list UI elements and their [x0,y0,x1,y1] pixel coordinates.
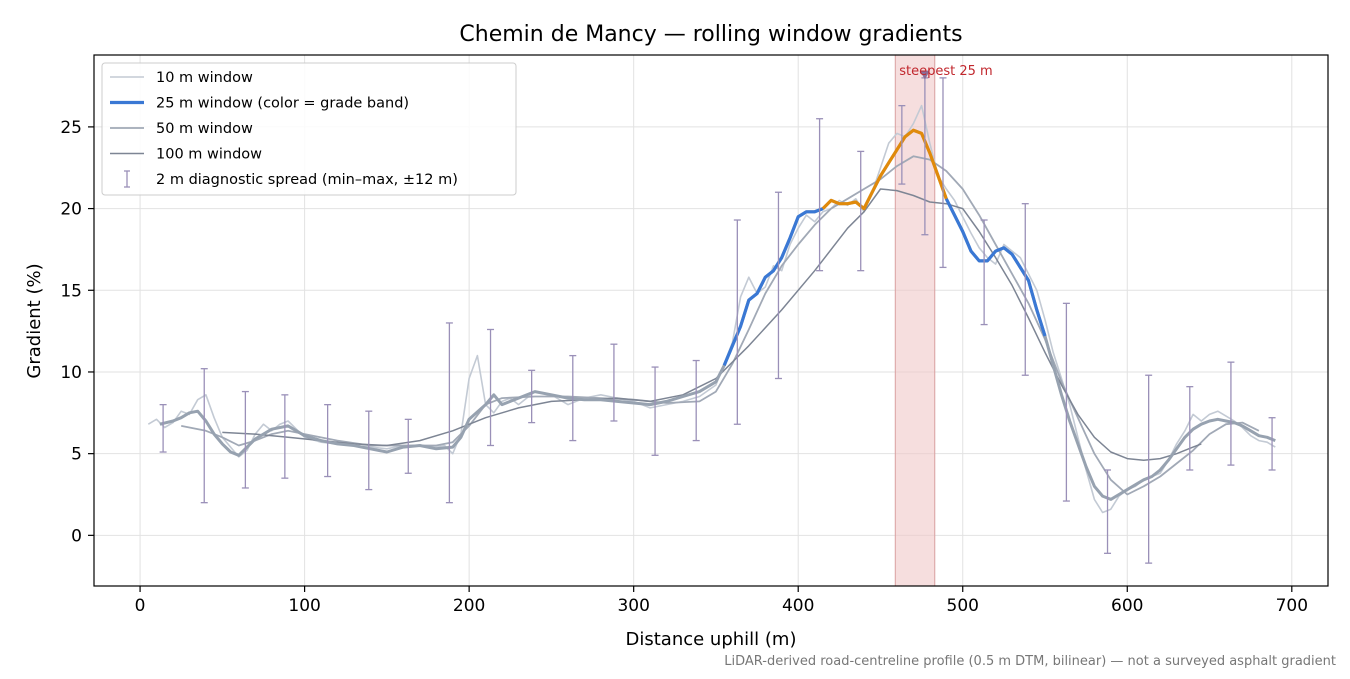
error-bar [651,366,659,456]
x-tick-label: 200 [453,596,485,616]
annotation-layer: steepest 25 m [899,64,993,80]
error-bar [404,418,412,474]
error-bar [281,394,289,479]
x-tick-label: 600 [1111,596,1143,616]
y-tick-label: 25 [60,118,82,138]
legend-label: 2 m diagnostic spread (min–max, ±12 m) [156,172,458,188]
error-bar [241,390,249,489]
x-tick-label: 700 [1276,596,1308,616]
steepest-label: steepest 25 m [899,64,992,79]
x-tick-label: 100 [288,596,320,616]
y-tick-label: 0 [71,526,82,546]
error-bar [445,322,453,504]
legend-label: 100 m window [156,147,262,163]
legend-label: 10 m window [156,70,253,86]
footnote: LiDAR-derived road-centreline profile (0… [724,654,1336,669]
y-axis-label: Gradient (%) [24,263,45,378]
x-axis-label: Distance uphill (m) [626,629,797,650]
axis-ticks: 0 100 200 300 400 500 600 700 0 5 10 15 20 25 [60,118,1308,616]
x-tick-label: 0 [135,596,146,616]
error-bar [1104,469,1112,554]
chart-title: Chemin de Mancy — rolling window gradien… [459,22,962,47]
error-bar [610,343,618,422]
error-bar [939,77,947,269]
error-bar [159,403,167,453]
legend-label: 25 m window (color = grade band) [156,96,409,112]
error-bar [1021,203,1029,376]
y-tick-label: 15 [60,281,82,301]
legend: 10 m window 25 m window (color = grade ba… [101,62,517,196]
error-bar [980,219,988,326]
x-tick-label: 500 [947,596,979,616]
legend-label: 50 m window [156,121,253,137]
y-tick-label: 10 [60,363,82,383]
steepest-marker [919,70,930,80]
error-bar [528,369,536,424]
steepest-band-layer [894,54,936,587]
error-bar [857,150,865,272]
error-bar [365,410,373,491]
series-line-25m-band-1 [821,128,948,211]
series-line-25m-band-0 [722,207,824,367]
error-bar [774,191,782,380]
error-bar [1145,374,1153,564]
error-bar [692,359,700,442]
legend-box [101,62,517,196]
error-bar [816,118,824,272]
error-bar [1186,386,1194,471]
error-bar [200,368,208,504]
x-tick-label: 300 [617,596,649,616]
error-bar [733,219,741,425]
series-line-25m-band-2 [944,198,1047,337]
y-tick-label: 5 [71,445,82,465]
y-tick-label: 20 [60,200,82,220]
error-bar [1268,417,1276,471]
x-tick-label: 400 [782,596,814,616]
error-bar [324,403,332,478]
error-bar [1227,361,1235,466]
error-bar [1062,302,1070,502]
plot-frame [93,54,1329,587]
error-bar-layer [159,77,1276,564]
error-bar [487,328,495,447]
series-line-100m [222,188,1202,461]
error-bar [898,104,906,185]
steepest-segment-band [894,54,936,587]
error-bar [569,354,577,442]
